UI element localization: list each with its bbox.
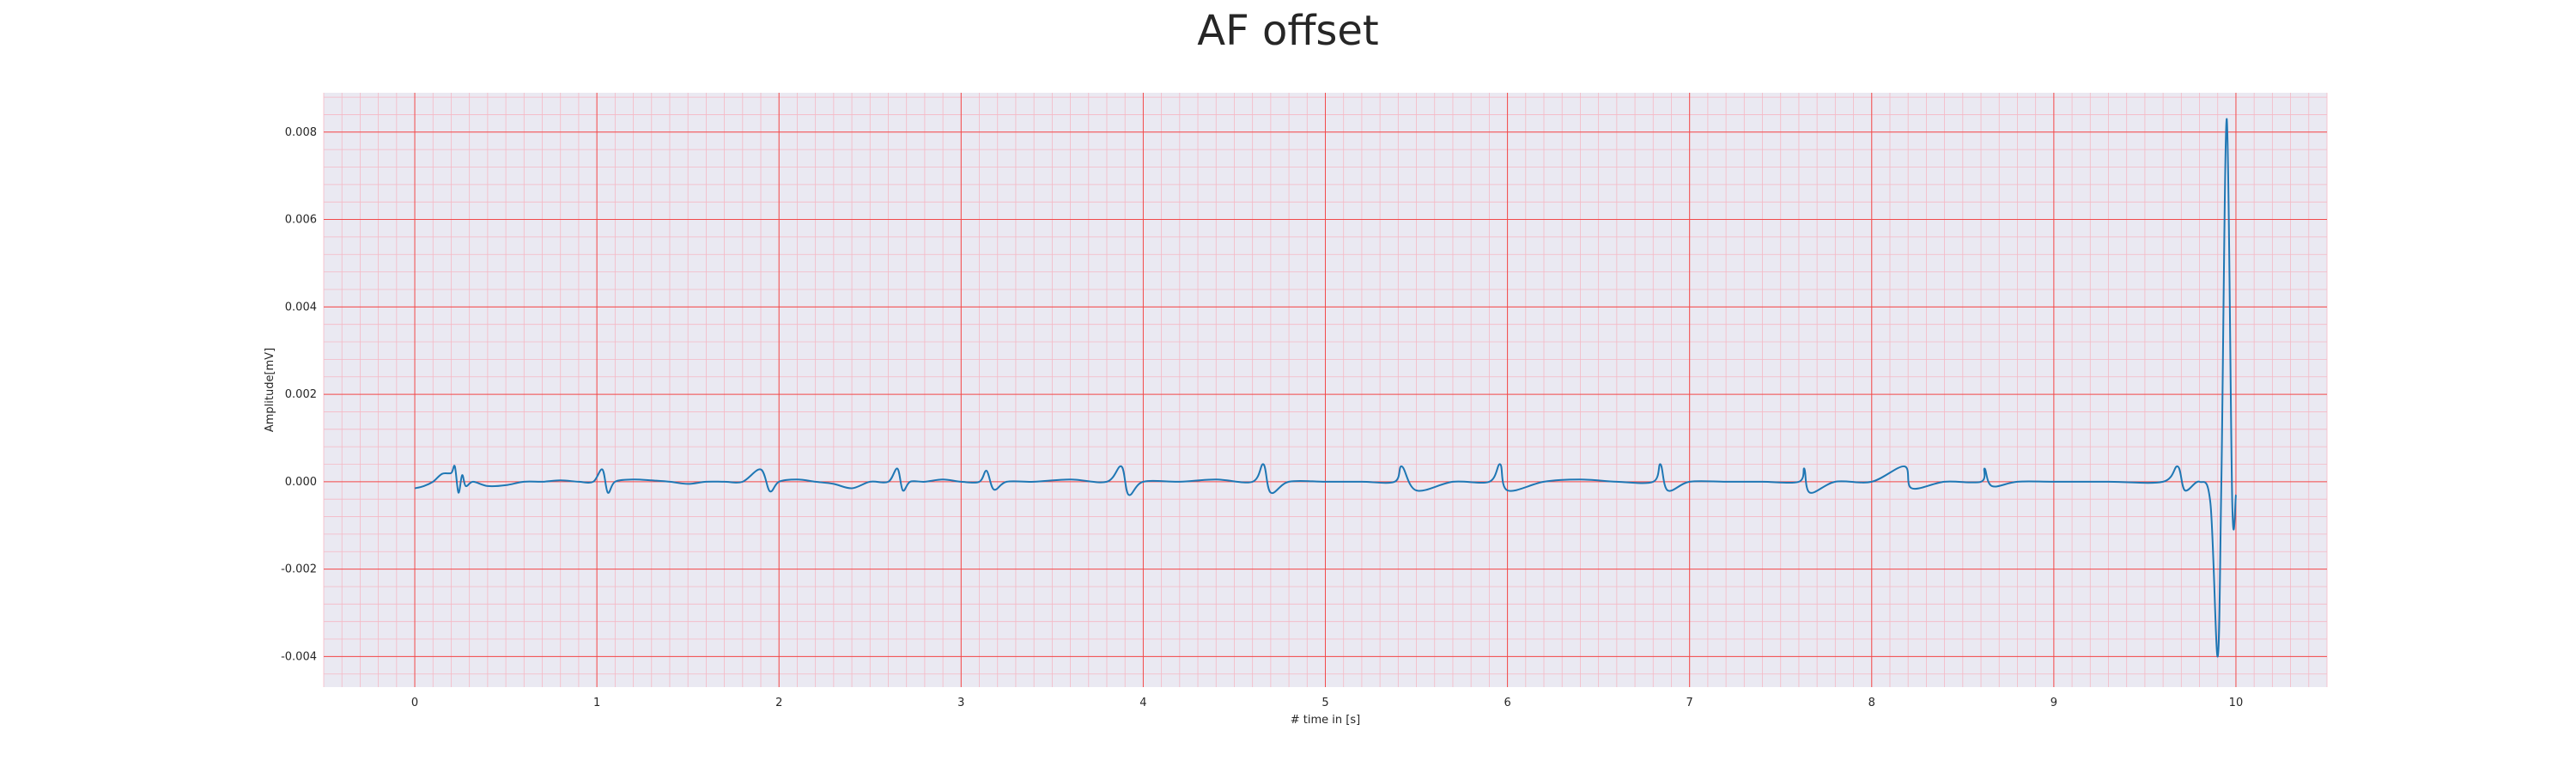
x-tick-label: 3 (957, 697, 964, 709)
y-tick-label: 0.006 (285, 214, 317, 227)
chart-title: AF offset (1197, 7, 1379, 55)
x-tick-label: 0 (411, 697, 418, 709)
x-tick-label: 9 (2050, 697, 2057, 709)
x-tick-label: 2 (775, 697, 782, 709)
y-tick-label: 0.004 (285, 301, 317, 313)
x-tick-label: 4 (1139, 697, 1146, 709)
x-tick-label: 7 (1686, 697, 1693, 709)
x-tick-labels: 0 1 2 3 4 5 6 7 8 9 10 (411, 697, 2243, 709)
y-tick-label: -0.004 (281, 650, 317, 663)
x-tick-label: 6 (1504, 697, 1510, 709)
series-line (414, 118, 2237, 658)
y-axis-label: Amplitude[mV] (264, 348, 276, 432)
series-layer (414, 118, 2237, 658)
x-tick-label: 8 (1868, 697, 1875, 709)
x-tick-label: 10 (2229, 697, 2244, 709)
x-tick-label: 1 (593, 697, 600, 709)
major-grid (324, 93, 2327, 687)
y-tick-label: 0.000 (285, 476, 317, 489)
x-axis-label: # time in [s] (1291, 714, 1360, 727)
y-tick-label: -0.002 (281, 563, 317, 576)
x-tick-label: 5 (1321, 697, 1328, 709)
y-tick-label: 0.002 (285, 388, 317, 401)
y-tick-labels: 0.008 0.006 0.004 0.002 0.000 -0.002 -0.004 (281, 126, 317, 664)
y-tick-label: 0.008 (285, 126, 317, 139)
